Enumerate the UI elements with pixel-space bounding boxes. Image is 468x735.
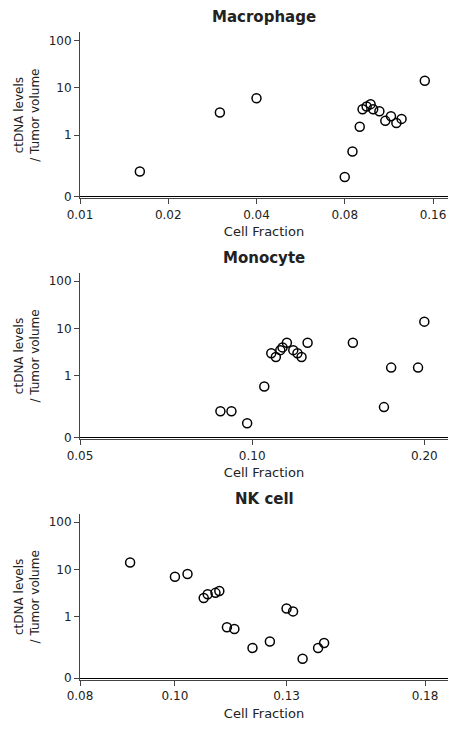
svg-text:1: 1: [64, 369, 72, 383]
svg-text:10: 10: [56, 81, 71, 95]
svg-text:0.08: 0.08: [67, 689, 94, 703]
svg-text:0.02: 0.02: [155, 208, 182, 222]
svg-text:ctDNA levels/ Tumor volume: ctDNA levels/ Tumor volume: [12, 69, 42, 162]
svg-text:Cell Fraction: Cell Fraction: [224, 224, 304, 239]
svg-text:ctDNA levels/ Tumor volume: ctDNA levels/ Tumor volume: [12, 309, 42, 402]
svg-text:0.01: 0.01: [67, 208, 94, 222]
svg-text:0: 0: [64, 671, 72, 685]
svg-text:10: 10: [56, 322, 71, 336]
svg-text:0: 0: [64, 431, 72, 445]
svg-text:100: 100: [49, 274, 72, 288]
svg-text:0.18: 0.18: [412, 689, 439, 703]
svg-text:NK cell: NK cell: [235, 490, 294, 508]
svg-text:Cell Fraction: Cell Fraction: [224, 706, 304, 721]
svg-text:100: 100: [49, 515, 72, 529]
svg-text:Cell Fraction: Cell Fraction: [224, 465, 304, 480]
svg-text:0.13: 0.13: [273, 689, 300, 703]
svg-text:0.16: 0.16: [420, 208, 447, 222]
svg-text:1: 1: [64, 128, 72, 142]
svg-text:0.10: 0.10: [239, 449, 266, 463]
svg-text:0.05: 0.05: [67, 449, 94, 463]
svg-text:100: 100: [49, 34, 72, 48]
svg-text:Macrophage: Macrophage: [212, 8, 316, 26]
svg-text:ctDNA levels/ Tumor volume: ctDNA levels/ Tumor volume: [12, 550, 42, 643]
svg-text:0.20: 0.20: [411, 449, 438, 463]
svg-text:0.10: 0.10: [162, 689, 189, 703]
svg-text:1: 1: [64, 610, 72, 624]
svg-text:10: 10: [56, 563, 71, 577]
svg-text:0: 0: [64, 190, 72, 204]
svg-text:0.04: 0.04: [243, 208, 270, 222]
svg-text:Monocyte: Monocyte: [223, 249, 305, 267]
svg-text:0.08: 0.08: [331, 208, 358, 222]
